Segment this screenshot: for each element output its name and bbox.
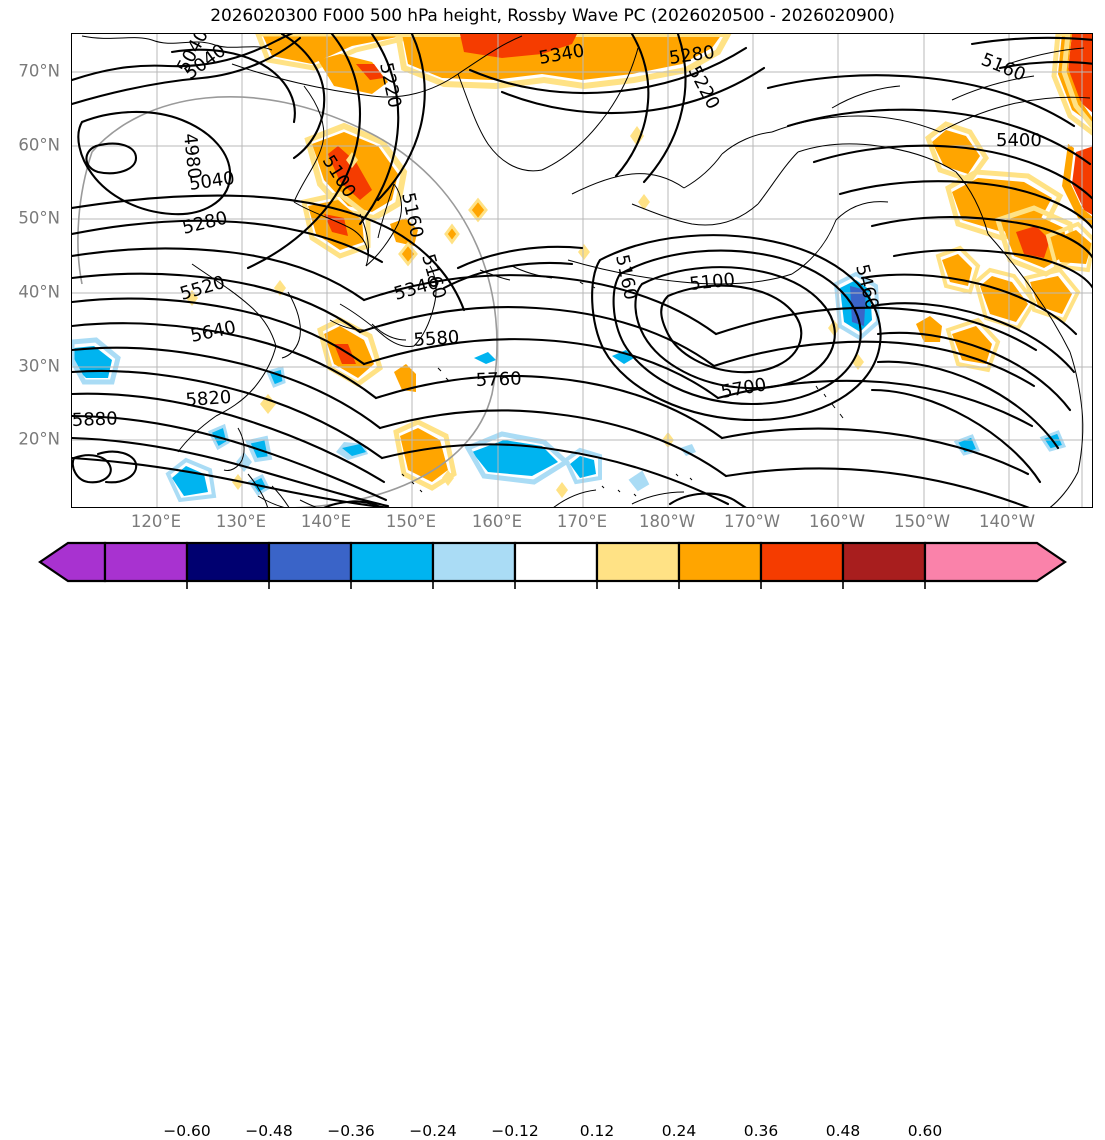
contour-label: 4980 xyxy=(179,132,205,180)
contour-label: 5220 xyxy=(684,62,724,112)
map-canvas: 5040 5040 4980 5040 5280 5520 5640 5820 … xyxy=(72,34,1092,507)
x-tick-140W: 140°W xyxy=(978,512,1036,531)
y-tick-60N: 60°N xyxy=(18,135,60,155)
x-tick-170E: 170°E xyxy=(556,512,608,531)
colorbar-tick-label: −0.12 xyxy=(491,1122,539,1140)
colorbar-tick-label: −0.48 xyxy=(245,1122,293,1140)
colorbar-tick-label: 0.24 xyxy=(661,1122,697,1140)
coastlines xyxy=(81,35,1091,507)
contour-label: 5700 xyxy=(719,374,768,403)
colorbar-under-arrow xyxy=(38,541,107,583)
map-plot-area[interactable]: 5040 5040 4980 5040 5280 5520 5640 5820 … xyxy=(71,33,1093,508)
screenshot-root: 2026020300 F000 500 hPa height, Rossby W… xyxy=(0,6,1105,1140)
colorbar-tick-label: −0.36 xyxy=(327,1122,375,1140)
x-tick-150W: 150°W xyxy=(893,512,951,531)
colorbar-ticks xyxy=(186,581,926,589)
colorbar-tick-label: −0.24 xyxy=(409,1122,457,1140)
page-title: 2026020300 F000 500 hPa height, Rossby W… xyxy=(210,6,895,26)
x-tick-120E: 120°E xyxy=(130,512,182,531)
y-tick-50N: 50°N xyxy=(18,208,60,228)
y-tick-30N: 30°N xyxy=(18,356,60,376)
x-tick-170W: 170°W xyxy=(723,512,781,531)
x-tick-140E: 140°E xyxy=(300,512,352,531)
colorbar-canvas xyxy=(38,541,1067,589)
contour-label: 5760 xyxy=(475,368,522,391)
colorbar-tick-label: −0.60 xyxy=(163,1122,211,1140)
contour-label: 5280 xyxy=(180,207,230,238)
y-tick-40N: 40°N xyxy=(18,282,60,302)
contour-label: 5400 xyxy=(996,130,1042,151)
x-tick-180W: 180°W xyxy=(638,512,696,531)
contour-label: 5640 xyxy=(189,317,238,347)
height-contours xyxy=(72,34,1092,507)
contour-label: 5100 xyxy=(688,269,736,295)
x-tick-160W: 160°W xyxy=(808,512,866,531)
x-tick-150E: 150°E xyxy=(385,512,437,531)
contour-label: 5160 xyxy=(611,253,641,302)
x-tick-160E: 160°E xyxy=(471,512,523,531)
colorbar-over-arrow xyxy=(923,541,1067,583)
colorbar[interactable]: −0.60 −0.48 −0.36 −0.24 −0.12 0.12 0.24 … xyxy=(0,540,1105,1140)
contour-label: 5580 xyxy=(413,327,460,351)
y-tick-20N: 20°N xyxy=(18,429,60,449)
y-tick-70N: 70°N xyxy=(18,61,60,81)
colorbar-tick-label: 0.60 xyxy=(907,1122,943,1140)
contour-label: 5520 xyxy=(178,272,228,305)
colorbar-segments xyxy=(38,541,1067,583)
colorbar-tick-label: 0.48 xyxy=(825,1122,861,1140)
contour-label: 5880 xyxy=(72,408,118,431)
contour-label: 5220 xyxy=(375,61,405,110)
colorbar-tick-label: 0.12 xyxy=(579,1122,615,1140)
contour-labels: 5040 5040 4980 5040 5280 5520 5640 5820 … xyxy=(72,34,1042,431)
colorbar-tick-label: 0.36 xyxy=(743,1122,779,1140)
contour-label: 5820 xyxy=(185,387,232,411)
contour-label: 5160 xyxy=(978,49,1028,86)
x-tick-130E: 130°E xyxy=(215,512,267,531)
